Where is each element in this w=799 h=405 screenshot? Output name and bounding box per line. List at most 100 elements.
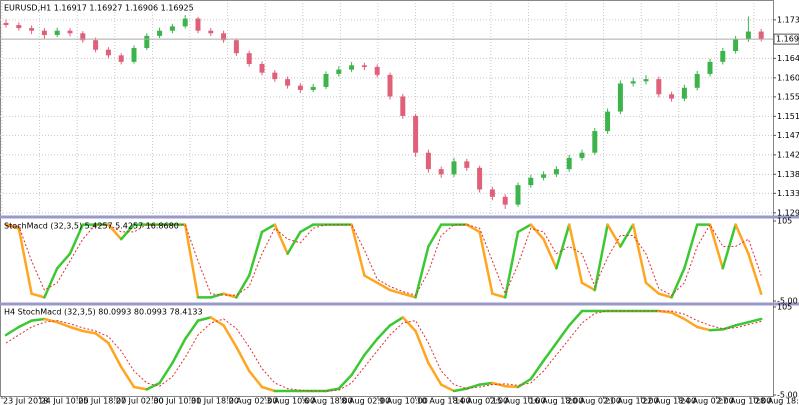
oscillator-segment [555,324,571,345]
candle-body [553,169,559,175]
oscillator-segment [683,223,699,270]
signal-line [5,310,762,392]
candle-body [144,35,150,48]
oscillator-segment [401,292,417,299]
candle-body [400,96,406,116]
candle-body [477,167,483,190]
oscillator-segment [260,223,277,234]
oscillator-segment [670,311,686,321]
candle-body [259,64,265,73]
oscillator-segment [68,223,85,255]
oscillator-segment [30,292,46,299]
y-tick-label: 105 [777,303,792,312]
candle-body [361,65,367,68]
oscillator-segment [132,385,149,391]
candle-body [80,33,86,41]
oscillator-segment [388,316,405,327]
oscillator-segment [516,377,533,389]
candle-body [566,157,572,170]
oscillator-segment [593,223,609,292]
pane-title: EURUSD,H1 1.16917 1.16927 1.16906 1.1692… [4,4,194,13]
last-price-label: 1.16925 [776,35,799,44]
candle-body [387,74,393,97]
candle-body [694,73,700,88]
oscillator-segment [388,288,405,295]
oscillator-segment [145,381,161,391]
candle-body [630,81,636,84]
candle-body [29,28,35,31]
time-label: 9 Aug 10:00 [379,397,428,405]
oscillator-segment [247,230,264,277]
candle-body [349,65,355,70]
oscillator-segment [529,359,545,381]
oscillator-segment [107,341,123,369]
candle-body [221,33,227,41]
oscillator-segment [94,332,110,345]
candle-body [681,87,687,99]
candle-body [592,131,598,153]
y-tick-label: 1.15140 [777,112,799,121]
oscillator-segment [299,223,315,234]
oscillator-segment [529,223,545,241]
candle-body [605,111,611,132]
candle-body [3,22,9,26]
time-label: 25 Jul 18:00 [78,397,126,405]
oscillator-segment [567,223,584,285]
frame [0,0,774,397]
oscillator-segment [235,345,251,373]
oscillator-segment [81,329,97,335]
oscillator-segment [260,385,277,393]
oscillator-segment [465,223,481,234]
time-label: 16 Aug 18:00 [529,397,583,405]
pane-title: H4 StochMacd (32,3,5) 80.0993 80.0993 78… [4,308,203,317]
candle-body [617,83,623,112]
candle-body [643,79,649,82]
candle-body [233,40,239,54]
candle-body [515,185,521,205]
candle-body [118,55,124,62]
y-tick-label: 105 [777,217,792,226]
y-tick-label: 1.14700 [777,131,799,140]
candle-body [208,30,214,34]
time-label: 24 Aug 02:00 [680,397,734,405]
oscillator-segment [542,341,558,362]
oscillator-segment [734,320,750,327]
y-tick-label: 1.15590 [777,92,799,101]
candle-body [67,30,73,34]
oscillator-segment [17,319,33,329]
candle-body [669,94,675,99]
oscillator-segment [183,223,200,299]
y-tick-label: 1.17370 [777,15,799,24]
oscillator-segment [337,373,353,390]
y-tick-label: 1.16480 [777,54,799,63]
time-label: 14 Aug 02:00 [454,397,508,405]
candle-body [41,30,47,36]
time-label: 30 Jul 10:00 [153,397,201,405]
oscillator-segment [401,316,417,333]
time-label: 31 Jul 18:00 [191,397,239,405]
oscillator-segment [375,324,392,341]
oscillator-segment [747,252,763,295]
time-label: 6 Aug 18:00 [304,397,353,405]
y-tick-label: 1.12910 [777,208,799,217]
candle-body [105,49,111,56]
y-tick-label: 1.16030 [777,73,799,82]
signal-line [6,223,762,296]
candle-body [54,30,60,36]
candle-body [310,86,316,90]
last-price-box [773,33,799,45]
oscillator-segment [606,223,622,248]
oscillator-segment [247,369,264,389]
time-label: 27 Aug 10:00 [717,397,771,405]
oscillator-segment [286,230,302,255]
pane-title: StochMacd (32,3,5) 5.4257 5.4257 16.8680 [4,222,179,231]
oscillator-segment [158,361,174,385]
candle-body [131,47,137,62]
candle-body [502,196,508,205]
time-label: 23 Jul 2018 [3,397,48,405]
oscillator-segment [542,237,558,270]
candle-body [157,30,163,36]
oscillator-segment [4,325,21,337]
